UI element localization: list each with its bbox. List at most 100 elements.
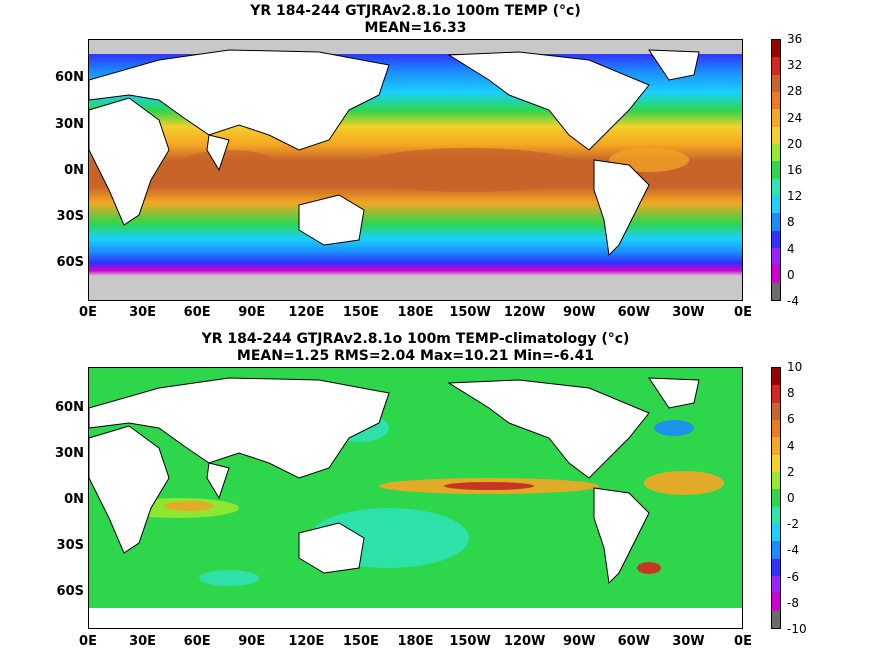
top-colorbar-tick: 4	[787, 241, 795, 256]
top-continents	[89, 49, 700, 257]
bottom-australia	[298, 522, 365, 574]
top-colorbar-swatch	[772, 178, 780, 197]
top-lon-label: 90W	[563, 305, 596, 320]
bottom-lon-label: 150E	[342, 634, 379, 649]
top-colorbar-swatch	[772, 282, 780, 300]
bottom-colorbar-tick: -4	[787, 543, 799, 558]
top-colorbar-tick: -4	[787, 294, 799, 308]
top-lon-label: 60E	[183, 305, 211, 320]
top-colorbar	[771, 39, 781, 301]
top-colorbar-swatch	[772, 109, 780, 127]
bottom-lat-label: 60N	[55, 400, 84, 415]
top-colorbar-swatch	[772, 74, 780, 93]
top-colorbar-tick: 20	[787, 136, 803, 151]
top-colorbar-swatch	[772, 40, 780, 58]
bottom-lon-label: 180E	[397, 634, 434, 649]
bottom-colorbar-swatch	[772, 368, 780, 386]
top-lat-label: 60N	[55, 70, 84, 85]
top-lon-label: 0E	[79, 305, 97, 320]
bottom-title-line2: MEAN=1.25 RMS=2.04 Max=10.21 Min=-6.41	[236, 348, 595, 364]
top-lon-label: 120W	[503, 305, 546, 320]
bottom-lon-label: 120E	[288, 634, 325, 649]
top-colorbar-tick: 12	[787, 189, 803, 204]
bottom-colorbar-tick: -10	[787, 622, 807, 636]
bottom-colorbar-swatch	[772, 593, 780, 611]
bottom-colorbar-tick: 0	[787, 491, 795, 505]
bottom-colorbar-tick: 10	[787, 360, 803, 374]
top-africa	[89, 97, 170, 226]
top-warm-pool	[349, 148, 589, 192]
top-colorbar-tick: 8	[787, 215, 795, 230]
top-lon-label: 150E	[342, 305, 379, 320]
top-title-line1: YR 184-244 GTJRAv2.8.1o 100m TEMP (°c)	[250, 3, 581, 19]
top-colorbar-tick: 32	[787, 58, 803, 73]
bottom-colorbar-tick: -8	[787, 595, 799, 610]
bottom-colorbar-swatch	[772, 454, 780, 473]
bottom-colorbar-swatch	[772, 524, 780, 542]
top-lat-label: 0N	[64, 163, 84, 178]
top-lon-label: 150W	[449, 305, 491, 320]
top-lat-label: 30S	[56, 209, 84, 224]
bottom-lon-label: 120W	[503, 634, 546, 649]
bottom-lat-label: 0N	[64, 492, 84, 507]
bottom-colorbar-swatch	[772, 472, 780, 490]
bottom-continents	[89, 377, 700, 585]
top-greenland	[648, 49, 700, 81]
bottom-colorbar-swatch	[772, 506, 780, 525]
top-map	[88, 39, 743, 301]
bottom-colorbar-swatch	[772, 402, 780, 421]
top-colorbar-swatch	[772, 265, 780, 283]
top-colorbar-swatch	[772, 230, 780, 249]
bottom-colorbar-swatch	[772, 437, 780, 455]
bottom-lon-label: 30E	[129, 634, 157, 649]
bottom-africa	[89, 425, 170, 554]
bottom-colorbar-swatch	[772, 558, 780, 577]
bottom-india	[206, 462, 230, 500]
bottom-europe-asia	[89, 377, 390, 479]
top-colorbar-tick: 36	[787, 32, 803, 46]
top-lon-label: 30E	[129, 305, 157, 320]
bottom-lon-label: 60W	[617, 634, 651, 649]
bottom-colorbar-tick: 8	[787, 386, 795, 401]
bottom-title-line1: YR 184-244 GTJRAv2.8.1o 100m TEMP-climat…	[201, 331, 630, 347]
top-europe-asia	[89, 49, 390, 151]
top-india	[206, 134, 230, 172]
bottom-colorbar-swatch	[772, 541, 780, 559]
top-lon-label: 0E	[734, 305, 752, 320]
bottom-colorbar-swatch	[772, 576, 780, 594]
bottom-lon-label: 0E	[734, 634, 752, 649]
top-colorbar-swatch	[772, 161, 780, 179]
top-colorbar-swatch	[772, 248, 780, 266]
bottom-greenland	[648, 377, 700, 409]
bottom-colorbar-swatch	[772, 385, 780, 403]
bottom-colorbar-tick: 2	[787, 464, 795, 479]
bottom-lon-label: 90W	[563, 634, 596, 649]
bottom-colorbar-swatch	[772, 489, 780, 507]
bottom-lon-label: 150W	[449, 634, 491, 649]
bottom-colorbar-tick: 6	[787, 412, 795, 427]
top-lon-label: 30W	[672, 305, 705, 320]
bottom-lat-label: 30S	[56, 538, 84, 553]
bottom-colorbar-tick: -6	[787, 569, 799, 584]
bottom-lon-label: 60E	[183, 634, 211, 649]
top-colorbar-swatch	[772, 196, 780, 214]
top-lon-label: 60W	[617, 305, 651, 320]
top-north-america	[447, 51, 650, 151]
top-lon-label: 180E	[397, 305, 434, 320]
top-title-line2: MEAN=16.33	[364, 20, 467, 36]
top-colorbar-tick: 16	[787, 163, 803, 177]
bottom-lon-label: 30W	[672, 634, 705, 649]
top-colorbar-swatch	[772, 57, 780, 75]
top-colorbar-swatch	[772, 144, 780, 162]
bottom-colorbar-swatch	[772, 610, 780, 628]
bottom-colorbar-tick: 4	[787, 438, 795, 453]
top-colorbar-tick: 24	[787, 110, 803, 125]
top-colorbar-swatch	[772, 213, 780, 231]
top-lat-label: 60S	[56, 255, 84, 270]
top-colorbar-tick: 0	[787, 267, 795, 282]
top-colorbar-swatch	[772, 126, 780, 145]
top-lon-label: 90E	[238, 305, 266, 320]
bottom-colorbar-swatch	[772, 420, 780, 438]
top-australia	[298, 194, 365, 246]
bottom-map	[88, 367, 743, 629]
